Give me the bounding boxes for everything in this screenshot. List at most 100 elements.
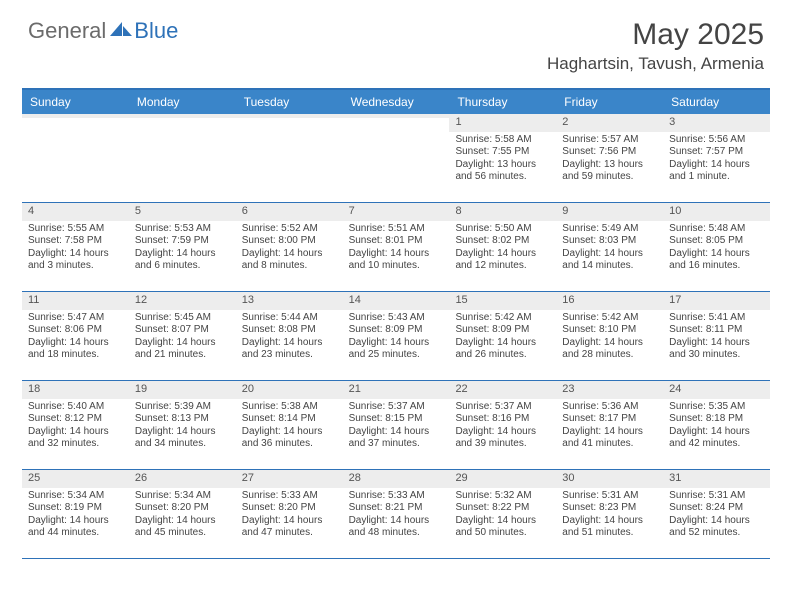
sunset-text: Sunset: 8:05 PM bbox=[669, 235, 764, 248]
day-body: Sunrise: 5:52 AMSunset: 8:00 PMDaylight:… bbox=[236, 221, 343, 279]
header: General Blue May 2025 Haghartsin, Tavush… bbox=[0, 0, 792, 82]
day-body: Sunrise: 5:41 AMSunset: 8:11 PMDaylight:… bbox=[663, 310, 770, 368]
day-number: 6 bbox=[236, 203, 343, 221]
day-cell: 3Sunrise: 5:56 AMSunset: 7:57 PMDaylight… bbox=[663, 114, 770, 202]
logo-text-general: General bbox=[28, 18, 106, 44]
day-body: Sunrise: 5:36 AMSunset: 8:17 PMDaylight:… bbox=[556, 399, 663, 457]
day-body: Sunrise: 5:35 AMSunset: 8:18 PMDaylight:… bbox=[663, 399, 770, 457]
daylight-text: Daylight: 14 hours and 12 minutes. bbox=[455, 248, 550, 273]
day-cell: 14Sunrise: 5:43 AMSunset: 8:09 PMDayligh… bbox=[343, 292, 450, 380]
sunset-text: Sunset: 7:59 PM bbox=[135, 235, 230, 248]
daylight-text: Daylight: 14 hours and 39 minutes. bbox=[455, 426, 550, 451]
day-number: 22 bbox=[449, 381, 556, 399]
day-cell: 16Sunrise: 5:42 AMSunset: 8:10 PMDayligh… bbox=[556, 292, 663, 380]
sunset-text: Sunset: 8:15 PM bbox=[349, 413, 444, 426]
sunset-text: Sunset: 7:56 PM bbox=[562, 146, 657, 159]
day-number: 19 bbox=[129, 381, 236, 399]
sunset-text: Sunset: 7:55 PM bbox=[455, 146, 550, 159]
sunset-text: Sunset: 8:03 PM bbox=[562, 235, 657, 248]
daylight-text: Daylight: 14 hours and 44 minutes. bbox=[28, 515, 123, 540]
day-body: Sunrise: 5:56 AMSunset: 7:57 PMDaylight:… bbox=[663, 132, 770, 190]
day-number: 14 bbox=[343, 292, 450, 310]
sunrise-text: Sunrise: 5:57 AM bbox=[562, 134, 657, 147]
sunset-text: Sunset: 8:12 PM bbox=[28, 413, 123, 426]
day-cell: 4Sunrise: 5:55 AMSunset: 7:58 PMDaylight… bbox=[22, 203, 129, 291]
day-number: 29 bbox=[449, 470, 556, 488]
day-body: Sunrise: 5:58 AMSunset: 7:55 PMDaylight:… bbox=[449, 132, 556, 190]
day-body: Sunrise: 5:40 AMSunset: 8:12 PMDaylight:… bbox=[22, 399, 129, 457]
daylight-text: Daylight: 13 hours and 56 minutes. bbox=[455, 159, 550, 184]
weeks-container: 1Sunrise: 5:58 AMSunset: 7:55 PMDaylight… bbox=[22, 114, 770, 559]
day-cell: 12Sunrise: 5:45 AMSunset: 8:07 PMDayligh… bbox=[129, 292, 236, 380]
sunrise-text: Sunrise: 5:33 AM bbox=[349, 490, 444, 503]
day-cell bbox=[22, 114, 129, 202]
day-body: Sunrise: 5:53 AMSunset: 7:59 PMDaylight:… bbox=[129, 221, 236, 279]
day-body: Sunrise: 5:42 AMSunset: 8:10 PMDaylight:… bbox=[556, 310, 663, 368]
week-row: 1Sunrise: 5:58 AMSunset: 7:55 PMDaylight… bbox=[22, 114, 770, 203]
day-cell: 5Sunrise: 5:53 AMSunset: 7:59 PMDaylight… bbox=[129, 203, 236, 291]
day-body: Sunrise: 5:33 AMSunset: 8:20 PMDaylight:… bbox=[236, 488, 343, 546]
sunrise-text: Sunrise: 5:51 AM bbox=[349, 223, 444, 236]
week-row: 18Sunrise: 5:40 AMSunset: 8:12 PMDayligh… bbox=[22, 381, 770, 470]
day-number: 31 bbox=[663, 470, 770, 488]
day-cell: 31 Sunrise: 5:31 AMSunset: 8:24 PMDayligh… bbox=[663, 470, 770, 558]
sunrise-text: Sunrise: 5:40 AM bbox=[28, 401, 123, 414]
sunset-text: Sunset: 8:24 PM bbox=[669, 502, 764, 515]
day-body: Sunrise: 5:37 AMSunset: 8:16 PMDaylight:… bbox=[449, 399, 556, 457]
day-body: Sunrise: 5:31 AMSunset: 8:23 PMDaylight:… bbox=[556, 488, 663, 546]
day-number: 26 bbox=[129, 470, 236, 488]
day-body: Sunrise: 5:34 AMSunset: 8:20 PMDaylight:… bbox=[129, 488, 236, 546]
day-number: 21 bbox=[343, 381, 450, 399]
day-number: 11 bbox=[22, 292, 129, 310]
calendar: Sunday Monday Tuesday Wednesday Thursday… bbox=[22, 88, 770, 559]
day-cell: 28Sunrise: 5:33 AMSunset: 8:21 PMDayligh… bbox=[343, 470, 450, 558]
daylight-text: Daylight: 14 hours and 36 minutes. bbox=[242, 426, 337, 451]
day-body: Sunrise: 5:42 AMSunset: 8:09 PMDaylight:… bbox=[449, 310, 556, 368]
dow-tuesday: Tuesday bbox=[236, 90, 343, 114]
day-cell: 22Sunrise: 5:37 AMSunset: 8:16 PMDayligh… bbox=[449, 381, 556, 469]
day-cell: 10Sunrise: 5:48 AMSunset: 8:05 PMDayligh… bbox=[663, 203, 770, 291]
sunset-text: Sunset: 8:07 PM bbox=[135, 324, 230, 337]
day-cell bbox=[236, 114, 343, 202]
day-body: Sunrise: 5:39 AMSunset: 8:13 PMDaylight:… bbox=[129, 399, 236, 457]
day-body: Sunrise: 5:51 AMSunset: 8:01 PMDaylight:… bbox=[343, 221, 450, 279]
daylight-text: Daylight: 14 hours and 30 minutes. bbox=[669, 337, 764, 362]
day-body: Sunrise: 5:48 AMSunset: 8:05 PMDaylight:… bbox=[663, 221, 770, 279]
sunrise-text: Sunrise: 5:45 AM bbox=[135, 312, 230, 325]
sunset-text: Sunset: 8:19 PM bbox=[28, 502, 123, 515]
sunrise-text: Sunrise: 5:38 AM bbox=[242, 401, 337, 414]
day-cell: 27Sunrise: 5:33 AMSunset: 8:20 PMDayligh… bbox=[236, 470, 343, 558]
day-body: Sunrise: 5:57 AMSunset: 7:56 PMDaylight:… bbox=[556, 132, 663, 190]
sunset-text: Sunset: 8:06 PM bbox=[28, 324, 123, 337]
day-cell bbox=[343, 114, 450, 202]
sunrise-text: Sunrise: 5:35 AM bbox=[669, 401, 764, 414]
sunset-text: Sunset: 7:57 PM bbox=[669, 146, 764, 159]
day-cell: 25Sunrise: 5:34 AMSunset: 8:19 PMDayligh… bbox=[22, 470, 129, 558]
daylight-text: Daylight: 14 hours and 51 minutes. bbox=[562, 515, 657, 540]
sunrise-text: Sunrise: 5:31 AM bbox=[669, 490, 764, 503]
daylight-text: Daylight: 14 hours and 50 minutes. bbox=[455, 515, 550, 540]
sunrise-text: Sunrise: 5:52 AM bbox=[242, 223, 337, 236]
day-number: 9 bbox=[556, 203, 663, 221]
daylight-text: Daylight: 14 hours and 34 minutes. bbox=[135, 426, 230, 451]
daylight-text: Daylight: 14 hours and 52 minutes. bbox=[669, 515, 764, 540]
day-cell: 11Sunrise: 5:47 AMSunset: 8:06 PMDayligh… bbox=[22, 292, 129, 380]
week-row: 11Sunrise: 5:47 AMSunset: 8:06 PMDayligh… bbox=[22, 292, 770, 381]
daylight-text: Daylight: 14 hours and 14 minutes. bbox=[562, 248, 657, 273]
dow-saturday: Saturday bbox=[663, 90, 770, 114]
day-cell: 7Sunrise: 5:51 AMSunset: 8:01 PMDaylight… bbox=[343, 203, 450, 291]
daylight-text: Daylight: 14 hours and 8 minutes. bbox=[242, 248, 337, 273]
sunrise-text: Sunrise: 5:48 AM bbox=[669, 223, 764, 236]
sunset-text: Sunset: 8:13 PM bbox=[135, 413, 230, 426]
day-number: 15 bbox=[449, 292, 556, 310]
day-number: 5 bbox=[129, 203, 236, 221]
title-block: May 2025 Haghartsin, Tavush, Armenia bbox=[547, 18, 764, 74]
week-row: 4Sunrise: 5:55 AMSunset: 7:58 PMDaylight… bbox=[22, 203, 770, 292]
day-number: 25 bbox=[22, 470, 129, 488]
day-body bbox=[343, 118, 450, 126]
dow-monday: Monday bbox=[129, 90, 236, 114]
dow-row: Sunday Monday Tuesday Wednesday Thursday… bbox=[22, 90, 770, 114]
day-number: 12 bbox=[129, 292, 236, 310]
day-number: 27 bbox=[236, 470, 343, 488]
day-number: 1 bbox=[449, 114, 556, 132]
